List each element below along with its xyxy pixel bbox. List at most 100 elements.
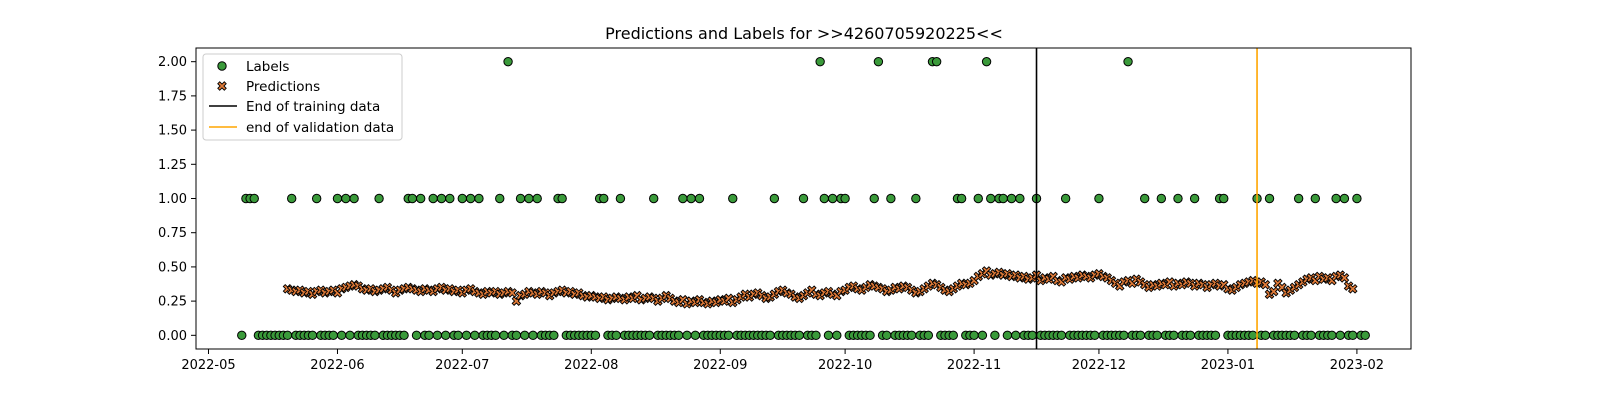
label-point	[906, 330, 917, 341]
x-tick-label: 2023-02	[1330, 358, 1384, 373]
label-point	[1348, 330, 1358, 341]
label-point	[1006, 193, 1017, 204]
label-point	[611, 330, 621, 341]
label-point	[407, 193, 418, 204]
label-point	[798, 193, 809, 204]
label-point	[977, 330, 988, 341]
label-point	[1140, 193, 1150, 204]
label-point	[1090, 330, 1100, 341]
label-point	[1306, 330, 1316, 341]
label-point	[765, 330, 775, 341]
label-point	[1327, 330, 1337, 341]
label-point	[1056, 330, 1067, 341]
label-point	[832, 330, 842, 341]
label-point	[470, 330, 480, 341]
label-point	[515, 193, 526, 204]
label-point	[973, 193, 983, 204]
label-point	[811, 330, 821, 341]
label-point	[690, 330, 701, 341]
y-tick-label: 0.75	[158, 226, 187, 241]
label-point	[428, 193, 438, 204]
label-point	[1027, 330, 1038, 341]
label-point	[332, 193, 343, 204]
label-point	[524, 193, 534, 204]
label-point	[990, 330, 1000, 341]
y-tick-label: 2.00	[158, 55, 187, 70]
x-tick-label: 2022-10	[818, 358, 872, 373]
y-tick-label: 0.50	[158, 260, 187, 275]
label-point	[345, 330, 355, 341]
y-tick-label: 1.00	[158, 192, 187, 207]
label-point	[445, 193, 455, 204]
label-point	[1248, 330, 1258, 341]
label-point	[457, 193, 467, 204]
label-point	[461, 330, 472, 341]
label-point	[424, 330, 434, 341]
x-tick-label: 2022-12	[1072, 358, 1126, 373]
label-point	[1011, 330, 1021, 341]
label-point	[311, 193, 322, 204]
legend-training-text: End of training data	[246, 99, 380, 115]
legend-labels-text: Labels	[246, 59, 289, 75]
label-point	[886, 193, 896, 204]
label-point	[1352, 193, 1362, 204]
label-point	[1123, 56, 1133, 67]
label-point	[328, 330, 339, 341]
y-tick-label: 0.25	[158, 295, 187, 310]
label-point	[615, 193, 626, 204]
x-tick-label: 2023-01	[1201, 358, 1255, 373]
label-point	[931, 56, 942, 67]
label-point	[769, 193, 780, 204]
label-point	[1293, 193, 1304, 204]
label-point	[436, 193, 447, 204]
label-point	[237, 330, 247, 341]
label-point	[490, 330, 501, 341]
label-point	[415, 193, 426, 204]
y-tick-label: 1.25	[158, 158, 187, 173]
label-point	[1335, 330, 1345, 341]
legend: Labels Predictions End of training data end…	[202, 53, 403, 141]
label-point	[1264, 193, 1275, 204]
label-point	[728, 193, 738, 204]
x-axis: 2022-05 2022-06 2022-07 2022-08 2022-09 2022-…	[181, 349, 1384, 373]
label-point	[532, 193, 542, 204]
label-point	[986, 193, 996, 204]
label-point	[1185, 330, 1196, 341]
label-point	[495, 193, 505, 204]
label-point	[1310, 193, 1321, 204]
label-point	[1260, 330, 1271, 341]
label-point	[528, 330, 538, 341]
x-tick-label: 2022-09	[693, 358, 747, 373]
label-point	[694, 193, 705, 204]
label-point	[969, 330, 979, 341]
label-point	[1152, 330, 1162, 341]
label-point	[1060, 193, 1071, 204]
label-point	[465, 193, 476, 204]
label-point	[1339, 193, 1350, 204]
prediction-point	[1347, 283, 1358, 294]
label-point	[869, 193, 879, 204]
label-point	[307, 330, 318, 341]
label-point	[678, 193, 688, 204]
label-point	[882, 330, 892, 341]
label-point	[370, 330, 380, 341]
label-point	[1173, 193, 1183, 204]
chart-title: Predictions and Labels for >>42607059202…	[605, 24, 1003, 43]
label-point	[865, 330, 875, 341]
label-point	[911, 193, 921, 204]
label-point	[341, 193, 351, 204]
label-point	[1331, 193, 1341, 204]
label-point	[827, 193, 838, 204]
label-point	[686, 193, 696, 204]
label-point	[282, 330, 293, 341]
label-point	[1015, 193, 1025, 204]
prediction-point	[1268, 286, 1279, 297]
plot-content	[237, 48, 1370, 349]
label-point	[520, 330, 530, 341]
y-tick-label: 1.75	[158, 89, 187, 104]
label-point	[249, 193, 259, 204]
x-tick-label: 2022-05	[181, 358, 235, 373]
label-point	[549, 330, 559, 341]
label-point	[815, 56, 825, 67]
